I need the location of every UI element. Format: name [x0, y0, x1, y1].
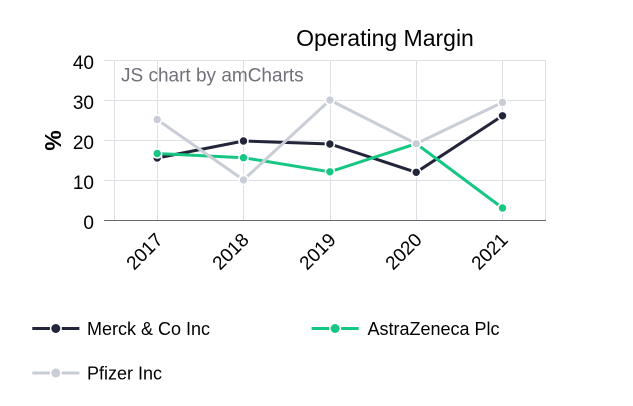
svg-text:%: % [40, 130, 66, 150]
svg-text:30: 30 [73, 93, 94, 114]
svg-text:0: 0 [83, 213, 94, 234]
svg-text:10: 10 [73, 173, 94, 194]
svg-text:20: 20 [73, 133, 94, 154]
svg-text:JS chart by amCharts: JS chart by amCharts [121, 66, 304, 87]
svg-text:40: 40 [73, 53, 94, 74]
svg-text:Pfizer Inc: Pfizer Inc [87, 363, 162, 383]
svg-text:Merck & Co Inc: Merck & Co Inc [87, 319, 210, 339]
svg-text:AstraZeneca Plc: AstraZeneca Plc [368, 319, 500, 339]
svg-text:Operating Margin: Operating Margin [296, 25, 474, 51]
